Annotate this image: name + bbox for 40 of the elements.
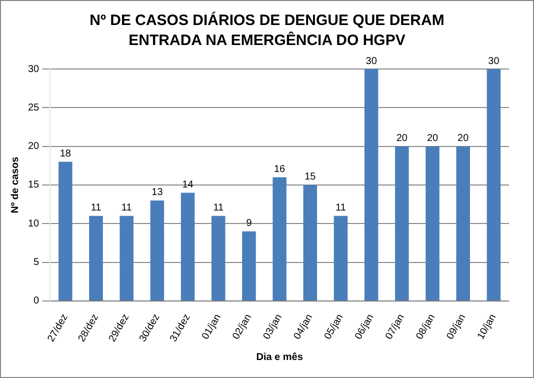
data-label: 30 [488, 56, 500, 67]
y-tick-label: 30 [28, 64, 40, 75]
data-label: 30 [366, 56, 378, 67]
data-label: 15 [304, 172, 316, 183]
y-tick-label: 10 [28, 218, 40, 230]
x-axis-title: Dia e mês [256, 352, 304, 363]
y-axis-title: Nº de casos [10, 156, 21, 214]
bar [456, 146, 470, 300]
bar [486, 69, 501, 300]
bar [242, 231, 256, 300]
data-label: 20 [396, 133, 408, 144]
bar [211, 216, 226, 300]
y-tick-label: 0 [34, 296, 40, 307]
data-label: 20 [426, 133, 439, 144]
bar [180, 192, 195, 300]
bar [334, 216, 348, 300]
y-tick-label: 20 [28, 141, 40, 152]
data-label: 14 [182, 179, 194, 190]
bar [426, 146, 440, 300]
data-label: 13 [152, 187, 164, 198]
data-label: 16 [274, 164, 286, 176]
bar [303, 185, 318, 300]
bar [58, 162, 72, 300]
bar [364, 69, 378, 300]
bar [89, 216, 103, 300]
bar [272, 177, 286, 300]
data-label: 11 [90, 202, 102, 214]
bar [150, 200, 164, 300]
y-tick-label: 5 [34, 257, 40, 268]
bar [395, 146, 409, 300]
data-label: 9 [246, 218, 252, 230]
data-label: 11 [336, 202, 346, 214]
chart-title: Nº DE CASOS DIÁRIOS DE DENGUE QUE DERAM ENTRADA NA EMERGÊNCIA DO HGPV [88, 11, 446, 51]
data-label: 20 [458, 133, 470, 144]
data-label: 11 [121, 202, 132, 214]
y-tick-label: 25 [28, 102, 40, 114]
y-tick-label: 15 [28, 180, 40, 191]
data-label: 18 [60, 148, 72, 160]
data-label: 11 [213, 202, 224, 214]
bar [120, 216, 134, 300]
